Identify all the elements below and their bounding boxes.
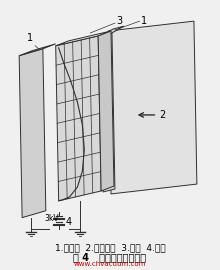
Polygon shape xyxy=(56,36,101,201)
Text: 1.阴极板  2.磁场方向  3.阳极  4.电源: 1.阴极板 2.磁场方向 3.阳极 4.电源 xyxy=(55,243,165,252)
Polygon shape xyxy=(56,31,111,46)
Text: 图 4   溅射离子泵示意图: 图 4 溅射离子泵示意图 xyxy=(73,252,147,262)
Polygon shape xyxy=(98,31,114,191)
Text: 1: 1 xyxy=(141,16,147,26)
Polygon shape xyxy=(100,26,124,36)
Text: 3: 3 xyxy=(116,16,122,26)
Polygon shape xyxy=(100,33,115,192)
Text: 4: 4 xyxy=(66,217,72,227)
Text: 3kV: 3kV xyxy=(45,214,59,222)
Text: www.chvacuum.com: www.chvacuum.com xyxy=(74,261,146,267)
Polygon shape xyxy=(108,21,197,194)
Text: 2: 2 xyxy=(159,110,166,120)
Polygon shape xyxy=(19,49,46,218)
Text: 1: 1 xyxy=(27,33,33,43)
Polygon shape xyxy=(19,44,56,56)
